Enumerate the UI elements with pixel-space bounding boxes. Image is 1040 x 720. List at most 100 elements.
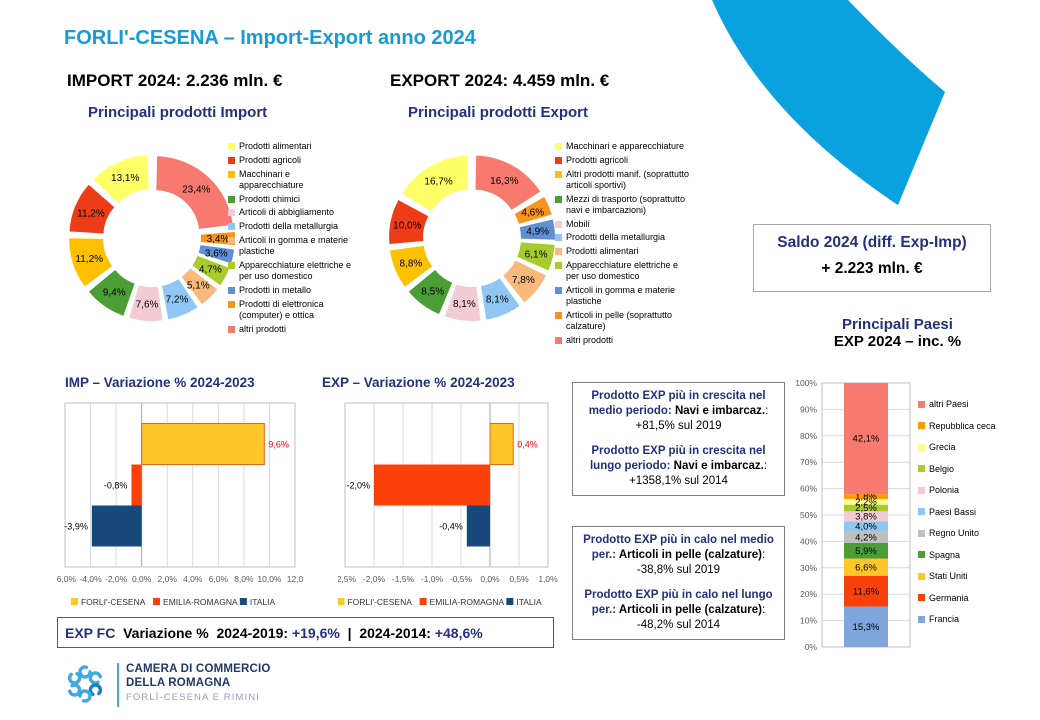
legend-label: Prodotti agricoli [566,154,629,165]
legend-item: Apparecchiature elettriche e per uso dom… [555,260,690,283]
stack-segment [844,606,888,647]
callout-text: : -38,8% sul 2019 [636,548,766,576]
legend-label: EMILIA-ROMAGNA [430,597,505,607]
legend-swatch [918,486,925,494]
axis-tick-label: -2,5% [338,574,357,584]
slice-label: 4,9% [526,227,549,238]
legend-item: Articoli di abbigliamento [228,207,354,218]
donut-slice [444,284,481,321]
expfc-value1: +19,6% [291,624,340,641]
stack-segment [844,558,888,576]
segment-label: 15,3% [853,622,880,633]
stack-segment [844,542,888,559]
segment-label: 1,8% [855,492,877,503]
legend-item: Belgio [918,464,996,475]
axis-tick-label: 8,0% [234,574,254,584]
donut-slice [181,268,218,305]
slice-label: 8,1% [486,294,509,305]
legend-item: altri prodotti [555,335,690,346]
legend-swatch [555,311,562,319]
chamber-of-commerce-logo-icon [67,665,103,703]
legend-swatch [918,572,925,580]
legend-swatch [228,143,235,150]
donut-slice [156,156,233,229]
legend-label: altri prodotti [239,323,287,334]
legend-swatch [228,286,235,294]
segment-label: 4,2% [855,532,877,543]
slice-label: 8,8% [400,259,423,270]
legend-swatch [228,209,235,217]
legend-swatch [555,156,562,164]
donut-slice [503,260,546,303]
donut-slice [162,279,198,320]
slice-label: 8,1% [453,299,476,310]
legend-label: Mobili [566,218,590,229]
legend-swatch [228,261,235,269]
legend-label: FORLI'-CESENA [81,597,146,607]
legend-item: Prodotti in metallo [228,285,354,296]
legend-label: ITALIA [250,597,276,607]
callout-decline-p1: Prodotto EXP più in calo nel medio per.:… [577,533,780,578]
donut-slice [200,231,235,246]
legend-label: Apparecchiature elettriche e per uso dom… [566,259,679,281]
footer-org-line1: CAMERA DI COMMERCIO [126,663,271,675]
footer-org-line2: DELLA ROMAGNA [126,677,231,689]
segment-label: 4,0% [855,522,877,533]
legend-swatch [228,156,235,164]
legend-label: Spagna [929,549,961,560]
donut-slice [192,255,230,286]
footer-divider [117,663,119,707]
callout-text: : +81,5% sul 2019 [635,404,769,432]
stack-segment [844,504,888,512]
legend-swatch [239,598,247,605]
legend-item: Spagna [918,550,996,561]
saldo-box: Saldo 2024 (diff. Exp-Imp) + 2.223 mln. … [753,224,991,292]
swoosh-decoration [712,0,945,205]
slice-label: 7,2% [166,295,189,306]
axis-tick-label: -1,0% [421,574,444,584]
slice-label: 4,6% [521,208,544,219]
callout-decline-p2: Prodotto EXP più in calo nel lungo per.:… [577,588,780,633]
expfc-separator: | [339,624,360,641]
bar [489,423,514,465]
saldo-value: + 2.223 mln. € [821,260,923,277]
legend-item: Regno Unito [918,528,996,539]
legend-label: Polonia [929,485,960,495]
bar [141,423,265,465]
legend-item: Altri prodotti manif. (soprattutto artic… [555,169,690,192]
axis-tick-label: 0,5% [509,574,529,584]
slice-label: 10,0% [393,220,421,231]
legend-label: FORLI'-CESENA [347,597,412,607]
import-legend: Prodotti alimentari Prodotti agricoli Macc… [228,141,354,337]
callout-text: Prodotto EXP più in crescita nel lungo p… [589,444,766,472]
legend-swatch [918,508,925,515]
stack-segment [844,531,888,543]
legend-swatch [506,598,514,605]
legend-item: Prodotti chimici [228,194,354,205]
legend-label: Francia [929,614,960,624]
legend-label: Grecia [929,442,956,452]
bar-value-label: -0,4% [439,522,463,532]
legend-item: Prodotti della metallurgia [555,232,690,243]
import-total: IMPORT 2024: 2.236 mln. € [67,71,283,90]
axis-tick-label: 20% [800,589,817,599]
legend-item: altri prodotti [228,324,354,335]
axis-tick-label: 12,0 [287,574,304,584]
axis-tick-label: 0% [805,642,818,652]
segment-label: 6,6% [855,562,877,573]
slice-label: 6,1% [525,249,548,260]
imp-variation-chart: 9,6% -0,8% -3,9% -6,0%-4,0%-2,0% 0,0% 2,0% 4,0… [57,402,304,607]
expfc-value2: +48,6% [434,624,483,641]
axis-tick-label: 100% [796,378,817,388]
import-subtitle: Principali prodotti Import [88,104,268,121]
legend-item: Francia [918,614,996,625]
bar [91,505,142,547]
page-title: FORLI'-CESENA – Import-Export anno 2024 [64,27,476,49]
legend-swatch [228,300,235,308]
slice-label: 11,2% [77,208,105,219]
legend-item: Prodotti alimentari [555,246,690,257]
axis-tick-label: 10,0% [257,574,282,584]
axis-tick-label: 2,0% [158,574,178,584]
axis-tick-label: -0,5% [450,574,473,584]
import-donut-chart: 23,4% 3,4% 3,6% 4,7% 5,1% 7,2% 7,6% 9,4% 11,2% 11… [69,155,235,321]
